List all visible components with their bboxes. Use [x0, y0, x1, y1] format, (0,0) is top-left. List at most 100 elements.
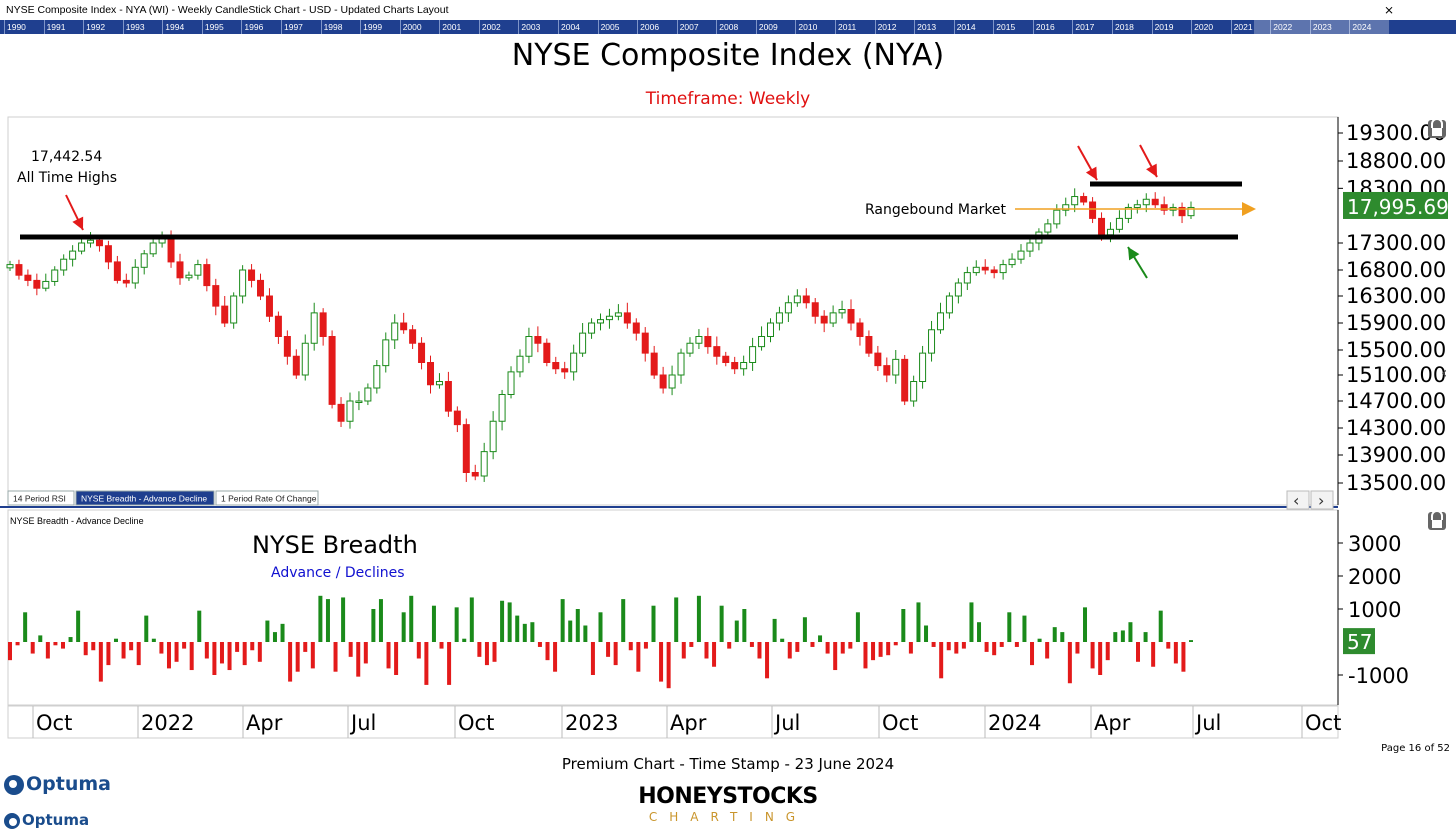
candle[interactable] [292, 355, 300, 376]
candle[interactable] [1080, 196, 1088, 203]
candle[interactable] [793, 295, 801, 304]
candle[interactable] [731, 362, 739, 370]
candle[interactable] [874, 352, 882, 367]
breadth-bar[interactable] [939, 642, 944, 679]
breadth-bar[interactable] [416, 642, 421, 659]
scroll-right-button[interactable] [1310, 490, 1334, 510]
breadth-bar[interactable] [98, 642, 103, 682]
breadth-bar[interactable] [689, 642, 694, 647]
breadth-bar[interactable] [1037, 638, 1042, 642]
candle[interactable] [346, 400, 354, 422]
candle[interactable] [784, 302, 792, 314]
year-2005[interactable]: 2005 [597, 20, 638, 34]
breadth-bar[interactable] [878, 642, 883, 657]
candle[interactable] [283, 336, 291, 357]
scroll-left-button[interactable] [1286, 490, 1310, 510]
year-1995[interactable]: 1995 [201, 20, 242, 34]
breadth-bar[interactable] [113, 638, 118, 642]
breadth-bar[interactable] [795, 642, 800, 652]
breadth-bar[interactable] [30, 642, 35, 654]
breadth-bar[interactable] [606, 642, 611, 657]
candle[interactable] [838, 309, 846, 314]
breadth-bar[interactable] [1075, 642, 1080, 654]
candle[interactable] [113, 261, 121, 281]
candle[interactable] [409, 329, 417, 344]
candle[interactable] [444, 381, 452, 412]
year-2019[interactable]: 2019 [1151, 20, 1192, 34]
breadth-bar[interactable] [628, 642, 633, 651]
breadth-bar[interactable] [431, 605, 436, 642]
breadth-bar[interactable] [500, 600, 505, 642]
year-2004[interactable]: 2004 [558, 20, 598, 34]
candle[interactable] [749, 346, 757, 363]
candle[interactable] [337, 403, 345, 422]
candle[interactable] [60, 258, 68, 271]
year-1996[interactable]: 1996 [241, 20, 281, 34]
year-1999[interactable]: 1999 [360, 20, 400, 34]
breadth-bar[interactable] [386, 642, 391, 669]
breadth-bar[interactable] [924, 625, 929, 643]
breadth-bar[interactable] [886, 642, 891, 656]
breadth-bar[interactable] [83, 642, 88, 656]
candle[interactable] [24, 274, 32, 281]
year-2000[interactable]: 2000 [399, 20, 440, 34]
breadth-bar[interactable] [484, 642, 489, 666]
breadth-bar[interactable] [780, 638, 785, 642]
candle[interactable] [1062, 204, 1070, 211]
breadth-bar[interactable] [424, 642, 429, 685]
breadth-bar[interactable] [1128, 622, 1133, 642]
breadth-bar[interactable] [378, 599, 383, 642]
candle[interactable] [811, 302, 819, 317]
candle[interactable] [194, 264, 202, 276]
breadth-bar[interactable] [666, 642, 671, 689]
candle[interactable] [1115, 217, 1123, 230]
year-2012[interactable]: 2012 [874, 20, 915, 34]
tab-2[interactable] [75, 490, 215, 506]
candle[interactable] [248, 269, 256, 281]
candle[interactable] [453, 410, 461, 426]
breadth-bar[interactable] [91, 642, 96, 651]
breadth-bar[interactable] [439, 642, 444, 649]
candle[interactable] [766, 322, 774, 337]
breadth-bar[interactable] [1007, 612, 1012, 642]
candle[interactable] [829, 312, 837, 324]
breadth-bar[interactable] [469, 597, 474, 642]
year-1993[interactable]: 1993 [122, 20, 163, 34]
candle[interactable] [6, 264, 14, 269]
breadth-bar[interactable] [1060, 632, 1065, 642]
breadth-bar[interactable] [825, 642, 830, 654]
tab-1[interactable] [7, 490, 75, 506]
candle[interactable] [33, 279, 41, 289]
candle[interactable] [51, 269, 59, 282]
breadth-bar[interactable] [848, 642, 853, 649]
year-2010[interactable]: 2010 [795, 20, 835, 34]
breadth-bar[interactable] [1030, 642, 1035, 666]
year-1991[interactable]: 1991 [43, 20, 84, 34]
breadth-bar[interactable] [734, 620, 739, 642]
candle[interactable] [265, 295, 273, 317]
breadth-bar[interactable] [197, 610, 202, 642]
breadth-bar[interactable] [151, 638, 156, 642]
breadth-bar[interactable] [1158, 610, 1163, 642]
candle[interactable] [990, 269, 998, 274]
year-2007[interactable]: 2007 [676, 20, 717, 34]
year-2009[interactable]: 2009 [755, 20, 796, 34]
breadth-bar[interactable] [235, 642, 240, 652]
breadth-bar[interactable] [121, 642, 126, 659]
year-2016[interactable]: 2016 [1032, 20, 1073, 34]
breadth-bar[interactable] [931, 642, 936, 647]
breadth-bar[interactable] [265, 620, 270, 642]
candle[interactable] [945, 295, 953, 314]
candle[interactable] [668, 374, 676, 389]
breadth-bar[interactable] [23, 612, 28, 642]
candle[interactable] [400, 322, 408, 331]
breadth-bar[interactable] [166, 642, 171, 669]
candle[interactable] [507, 371, 515, 395]
candle[interactable] [552, 362, 560, 370]
breadth-bar[interactable] [45, 642, 50, 659]
breadth-bar[interactable] [257, 642, 262, 662]
breadth-bar[interactable] [129, 642, 134, 651]
candle[interactable] [104, 245, 112, 263]
breadth-bar[interactable] [288, 642, 293, 682]
breadth-bar[interactable] [341, 597, 346, 642]
